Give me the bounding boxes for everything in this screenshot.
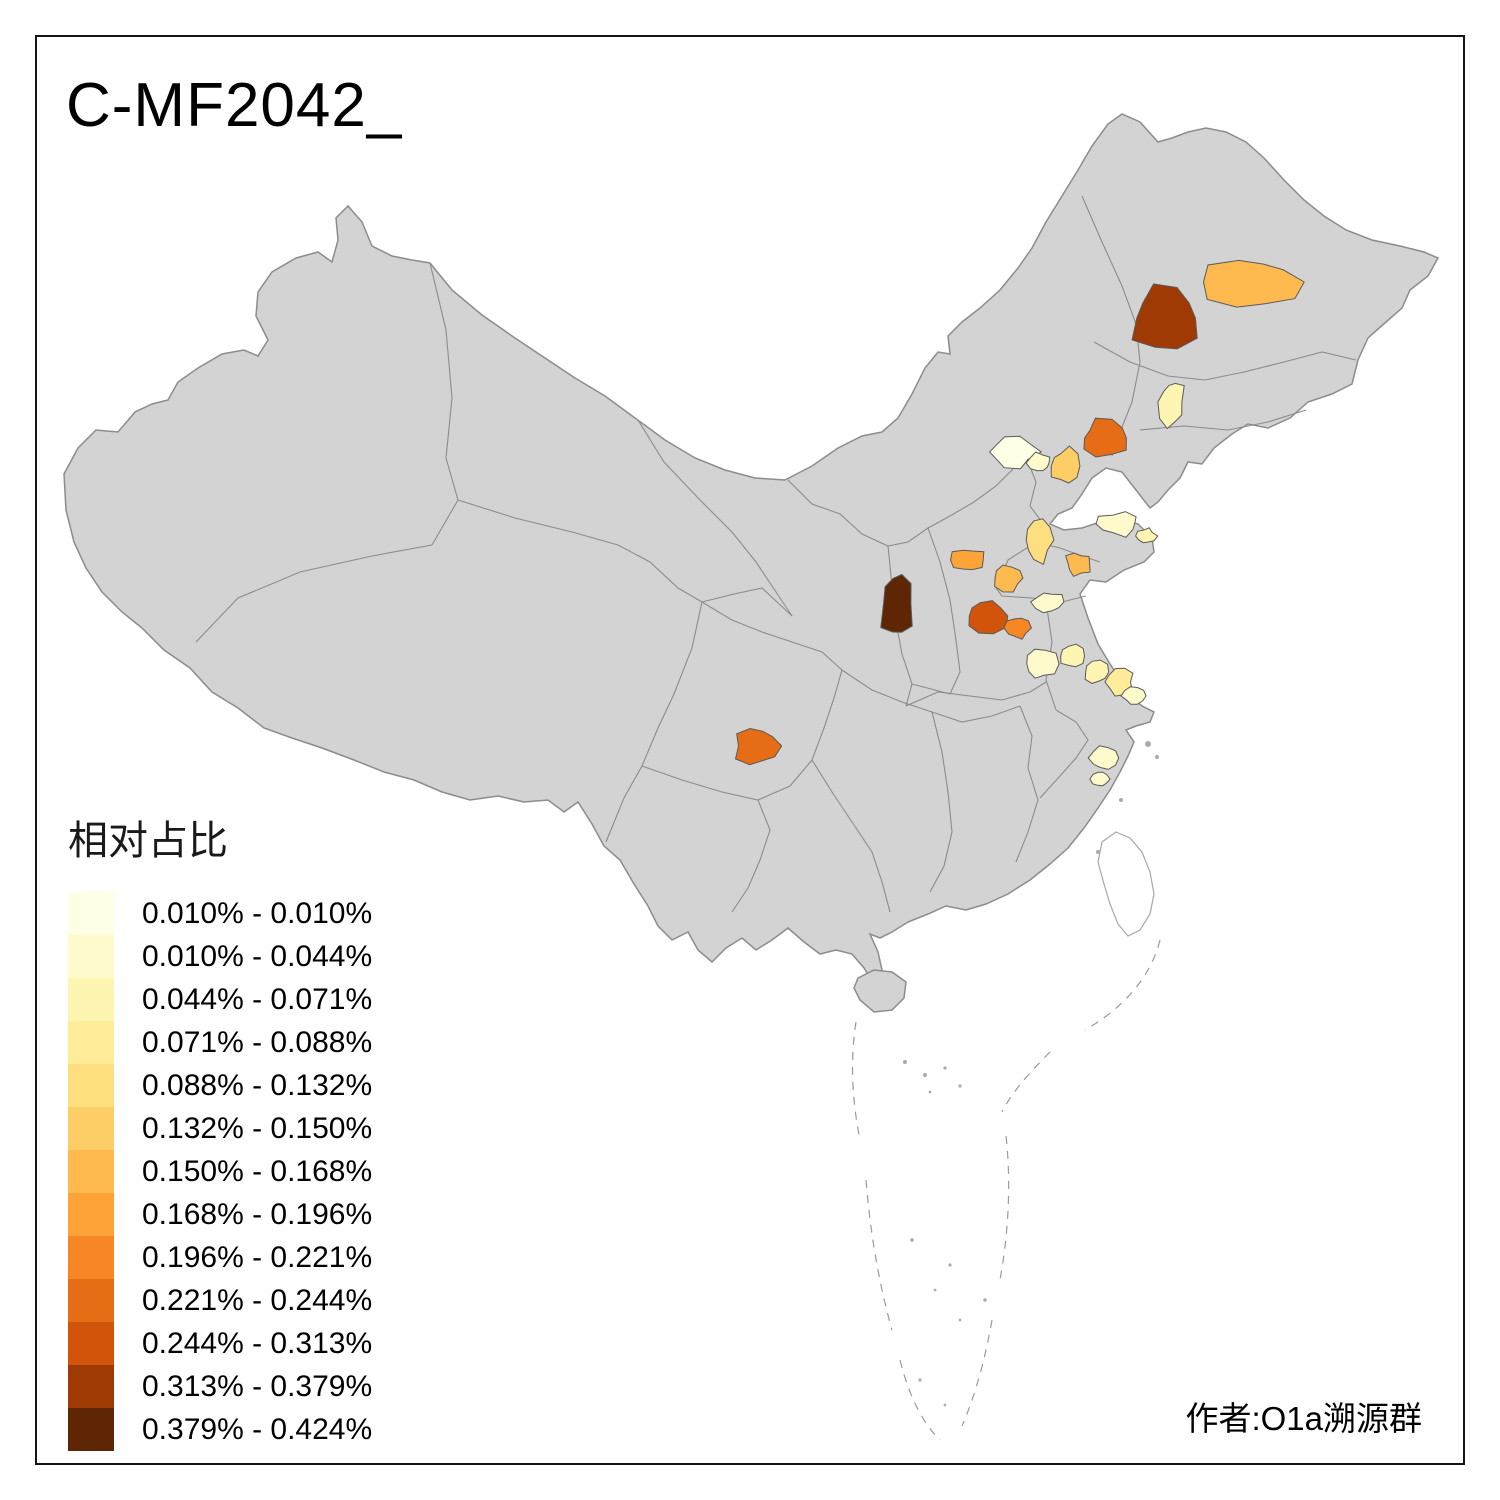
legend-label: 0.244% - 0.313% [142, 1326, 373, 1360]
legend-swatch [68, 1236, 114, 1279]
legend-label: 0.088% - 0.132% [142, 1068, 373, 1102]
legend-item: 0.313% - 0.379% [68, 1365, 372, 1408]
map-region [1025, 518, 1055, 566]
map-region [994, 564, 1024, 593]
legend-label: 0.044% - 0.071% [142, 982, 373, 1016]
legend-swatch [68, 978, 114, 1021]
map-region [1202, 259, 1305, 308]
legend-swatch [68, 1279, 114, 1322]
legend-item: 0.196% - 0.221% [68, 1236, 372, 1279]
legend: 相对占比 0.010% - 0.010% 0.010% - 0.044% 0.044… [68, 808, 372, 1451]
highlighted-regions [734, 259, 1305, 787]
sea-islands [903, 741, 1159, 1407]
legend-title: 相对占比 [68, 819, 228, 863]
legend-item: 0.010% - 0.044% [68, 935, 372, 978]
map-region [1157, 382, 1185, 430]
map-region [1095, 511, 1137, 538]
legend-item: 0.221% - 0.244% [68, 1279, 372, 1322]
legend-item: 0.244% - 0.313% [68, 1322, 372, 1365]
legend-label: 0.010% - 0.010% [142, 896, 373, 930]
legend-label: 0.379% - 0.424% [142, 1412, 373, 1446]
map-region [968, 600, 1009, 635]
map-title: C-MF2042_ [66, 71, 403, 140]
map-region [1060, 643, 1086, 668]
map-region [1029, 592, 1065, 614]
legend-item: 0.379% - 0.424% [68, 1408, 372, 1451]
author-credit: 作者:O1a溯源群 [1185, 1400, 1422, 1437]
map-region [949, 549, 985, 571]
legend-swatch [68, 1064, 114, 1107]
legend-swatch [68, 1107, 114, 1150]
map-region [1083, 417, 1127, 458]
map-region [1135, 527, 1159, 544]
map-region [1003, 617, 1032, 640]
map-region [734, 727, 783, 766]
mainland-outline [63, 113, 1440, 986]
legend-swatch [68, 1365, 114, 1408]
legend-item: 0.088% - 0.132% [68, 1064, 372, 1107]
legend-label: 0.071% - 0.088% [142, 1025, 373, 1059]
legend-swatch [68, 892, 114, 935]
map-region [1026, 648, 1060, 679]
hainan-island [853, 969, 907, 1013]
taiwan-island [1097, 831, 1155, 937]
map-region [1087, 745, 1120, 770]
legend-swatch [68, 1193, 114, 1236]
map-region [880, 573, 913, 633]
province-borders [195, 195, 1357, 913]
legend-item: 0.150% - 0.168% [68, 1150, 372, 1193]
legend-label: 0.221% - 0.244% [142, 1283, 373, 1317]
map-region [1025, 451, 1051, 472]
nine-dash-line [851, 939, 1161, 1441]
map-region [1084, 659, 1110, 684]
legend-item: 0.044% - 0.071% [68, 978, 372, 1021]
legend-label: 0.168% - 0.196% [142, 1197, 373, 1231]
legend-item: 0.168% - 0.196% [68, 1193, 372, 1236]
map-region [1131, 283, 1198, 350]
legend-label: 0.196% - 0.221% [142, 1240, 373, 1274]
legend-swatch [68, 935, 114, 978]
map-region [1089, 771, 1111, 787]
map-region [1050, 445, 1081, 484]
map-region [988, 435, 1043, 470]
legend-label: 0.132% - 0.150% [142, 1111, 373, 1145]
legend-swatch [68, 1322, 114, 1365]
legend-item: 0.010% - 0.010% [68, 892, 372, 935]
legend-swatch [68, 1408, 114, 1451]
legend-label: 0.010% - 0.044% [142, 939, 373, 973]
legend-item: 0.071% - 0.088% [68, 1021, 372, 1064]
legend-item: 0.132% - 0.150% [68, 1107, 372, 1150]
map-region [1065, 552, 1091, 578]
legend-swatch [68, 1021, 114, 1064]
legend-swatch [68, 1150, 114, 1193]
legend-label: 0.313% - 0.379% [142, 1369, 373, 1403]
legend-items: 0.010% - 0.010% 0.010% - 0.044% 0.044% - 0… [68, 892, 372, 1451]
legend-label: 0.150% - 0.168% [142, 1154, 373, 1188]
map-region [1120, 686, 1147, 705]
